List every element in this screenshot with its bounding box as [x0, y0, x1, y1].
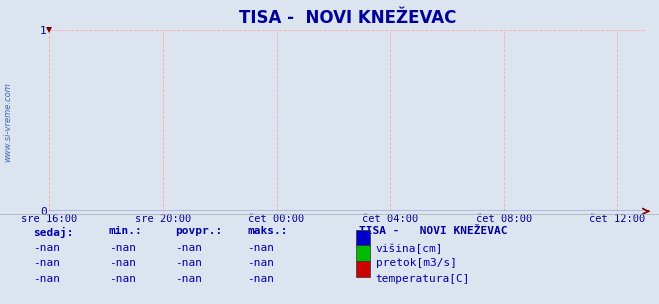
Text: -nan: -nan — [109, 274, 136, 284]
Text: -nan: -nan — [247, 243, 274, 253]
Text: min.:: min.: — [109, 226, 142, 237]
Text: temperatura[C]: temperatura[C] — [376, 274, 470, 284]
Text: TISA -   NOVI KNEŽEVAC: TISA - NOVI KNEŽEVAC — [359, 226, 507, 237]
Text: povpr.:: povpr.: — [175, 226, 222, 237]
Text: -nan: -nan — [109, 243, 136, 253]
Text: -nan: -nan — [247, 258, 274, 268]
Text: -nan: -nan — [33, 258, 60, 268]
Text: www.si-vreme.com: www.si-vreme.com — [3, 82, 13, 161]
Text: -nan: -nan — [33, 243, 60, 253]
Text: -nan: -nan — [175, 258, 202, 268]
Text: -nan: -nan — [247, 274, 274, 284]
Text: -nan: -nan — [109, 258, 136, 268]
Text: -nan: -nan — [33, 274, 60, 284]
Text: višina[cm]: višina[cm] — [376, 243, 443, 254]
Text: pretok[m3/s]: pretok[m3/s] — [376, 258, 457, 268]
Text: -nan: -nan — [175, 274, 202, 284]
Text: sedaj:: sedaj: — [33, 226, 73, 237]
Text: -nan: -nan — [175, 243, 202, 253]
Text: maks.:: maks.: — [247, 226, 287, 237]
Title: TISA -  NOVI KNEŽEVAC: TISA - NOVI KNEŽEVAC — [239, 9, 456, 27]
